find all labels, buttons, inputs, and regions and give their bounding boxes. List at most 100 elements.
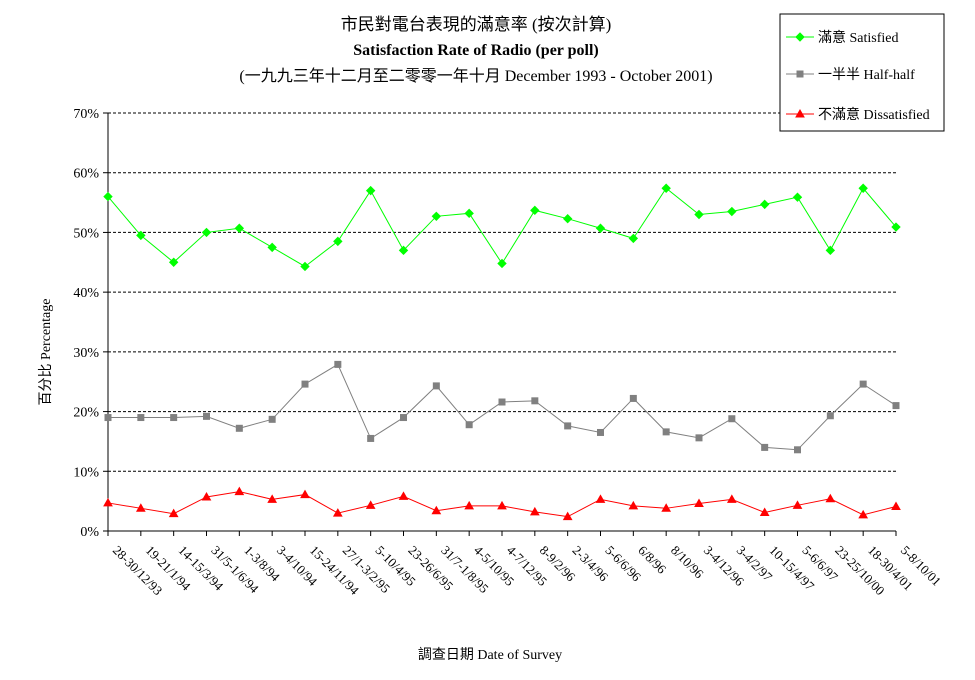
- data-point: [332, 508, 343, 517]
- data-point: [726, 494, 737, 503]
- data-point: [301, 380, 309, 388]
- data-point: [825, 493, 836, 503]
- data-point: [891, 222, 901, 232]
- series-line: [107, 187, 897, 268]
- data-point: [334, 360, 342, 368]
- y-tick-label: 10%: [73, 465, 99, 480]
- data-point: [300, 489, 310, 499]
- data-point: [201, 491, 212, 501]
- data-point: [759, 507, 770, 516]
- data-point: [761, 443, 769, 451]
- data-point: [497, 500, 507, 510]
- data-point: [464, 208, 474, 219]
- data-point: [825, 245, 836, 256]
- data-point: [595, 494, 606, 503]
- data-point: [135, 503, 146, 512]
- data-point: [498, 398, 506, 406]
- data-point: [170, 414, 178, 422]
- legend-label: 滿意 Satisfied: [818, 29, 899, 46]
- data-point: [661, 503, 672, 512]
- y-tick-label: 40%: [73, 286, 99, 301]
- data-point: [529, 506, 540, 516]
- data-point: [267, 242, 277, 253]
- legend-marker: [795, 108, 805, 118]
- chart-title-zh: 市民對電台表現的滿意率 (按次計算): [341, 15, 612, 34]
- data-point: [728, 415, 736, 423]
- data-point: [564, 422, 572, 430]
- data-point: [629, 394, 637, 402]
- data-point: [203, 412, 210, 420]
- legend-marker: [795, 32, 805, 42]
- grid: [108, 112, 896, 472]
- legend-box: [779, 13, 945, 132]
- y-axis-title: 百分比 Percentage: [38, 299, 54, 406]
- data-point: [662, 428, 670, 436]
- legend-label: 一半半 Half-half: [818, 67, 915, 83]
- y-tick-label: 20%: [73, 406, 99, 421]
- data-point: [431, 505, 442, 515]
- data-point: [398, 491, 409, 500]
- data-point: [858, 183, 868, 193]
- data-point: [694, 498, 704, 508]
- data-point: [794, 446, 801, 454]
- data-point: [398, 245, 409, 256]
- data-point: [891, 501, 901, 511]
- data-point: [465, 421, 473, 429]
- data-point: [333, 236, 343, 247]
- data-point: [431, 211, 442, 222]
- series-0: [103, 183, 901, 272]
- data-point: [562, 213, 573, 224]
- data-point: [497, 258, 507, 269]
- chart-subtitle: (一九九三年十二月至二零零一年十月 December 1993 - Octobe…: [239, 67, 712, 85]
- data-point: [168, 257, 179, 267]
- data-point: [234, 223, 245, 233]
- data-point: [694, 209, 704, 220]
- data-point: [531, 397, 539, 405]
- data-point: [234, 486, 245, 496]
- x-tick-labels: 28-30/12/9319-21/1/9414-15/3/9431/5-1/6/…: [110, 543, 944, 599]
- data-point: [103, 191, 113, 202]
- data-point: [859, 380, 867, 388]
- data-point: [268, 415, 276, 423]
- data-point: [595, 223, 606, 233]
- data-point: [267, 494, 278, 503]
- y-tick-label: 50%: [73, 226, 99, 241]
- y-tick-label: 0%: [80, 525, 99, 540]
- data-point: [365, 185, 376, 196]
- data-point: [892, 402, 900, 410]
- data-point: [530, 205, 540, 216]
- data-point: [400, 414, 407, 422]
- series: [103, 183, 901, 521]
- legend: 滿意 Satisfied 一半半 Half-half 不滿意 Dissatisfie…: [779, 13, 945, 132]
- data-point: [858, 509, 869, 519]
- data-point: [727, 206, 737, 217]
- legend-label: 不滿意 Dissatisfied: [818, 106, 930, 123]
- y-tick-label: 70%: [73, 107, 99, 122]
- y-tick-labels: 0% 10% 20% 30% 40% 50% 60% 70%: [73, 107, 99, 540]
- data-point: [792, 500, 803, 509]
- data-point: [300, 261, 310, 272]
- data-point: [695, 434, 703, 442]
- data-point: [661, 183, 671, 193]
- x-axis-title: 調查日期 Date of Survey: [418, 647, 562, 663]
- data-point: [432, 382, 440, 390]
- data-point: [792, 192, 803, 202]
- series-2: [103, 486, 901, 521]
- chart-title-en: Satisfaction Rate of Radio (per poll): [353, 42, 598, 59]
- data-point: [826, 412, 834, 420]
- data-point: [136, 230, 146, 241]
- x-tick-label: 8/10/96: [668, 543, 707, 582]
- data-point: [597, 428, 604, 436]
- data-point: [365, 500, 376, 509]
- data-point: [759, 199, 770, 210]
- series-line: [108, 363, 897, 451]
- data-point: [628, 233, 639, 244]
- data-point: [103, 497, 113, 507]
- y-tick-label: 30%: [73, 346, 99, 361]
- y-tick-label: 60%: [73, 167, 99, 182]
- data-point: [104, 414, 112, 422]
- data-point: [137, 414, 145, 422]
- data-point: [562, 511, 573, 521]
- axes: [103, 112, 897, 536]
- data-point: [464, 500, 475, 510]
